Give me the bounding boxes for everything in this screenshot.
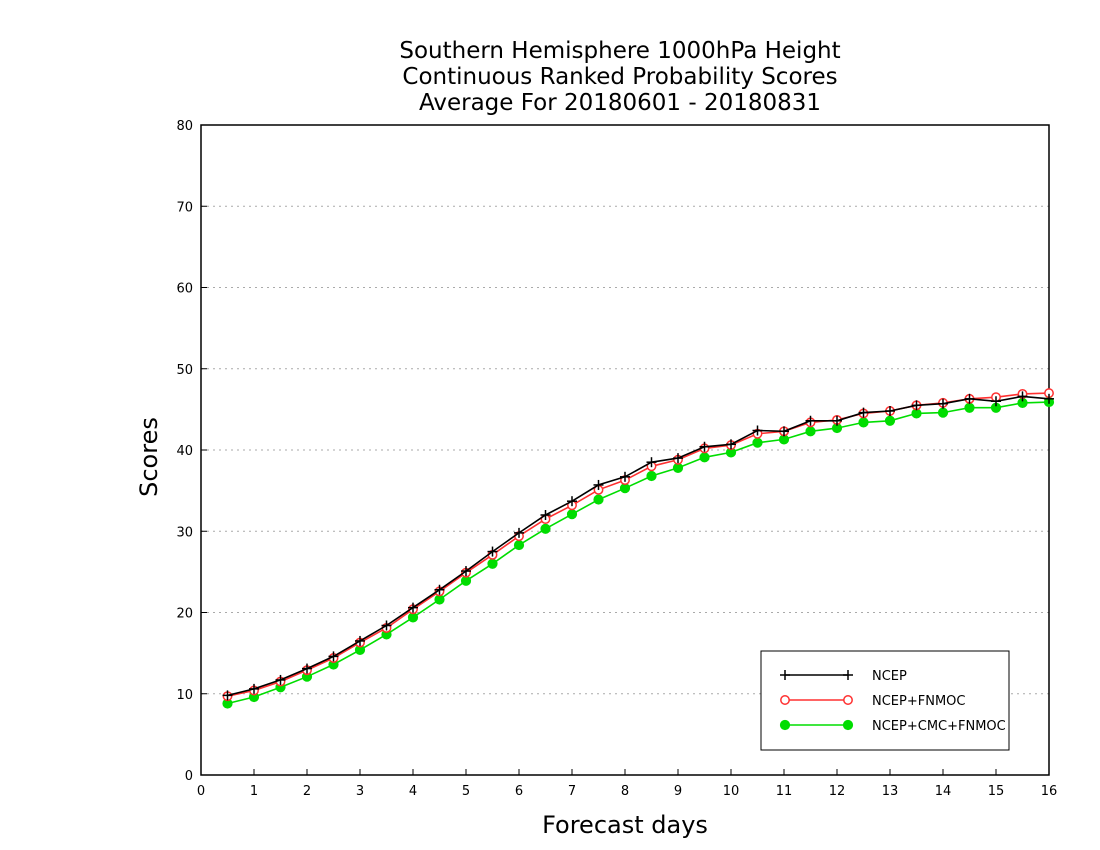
data-point [381,620,392,631]
data-point [566,509,578,520]
data-point [646,470,657,482]
data-point [620,471,630,482]
x-tick-label: 16 [1041,784,1058,799]
y-tick-label: 80 [176,119,193,134]
x-axis-label: Forecast days [542,811,708,839]
data-point [699,441,710,452]
series-line [227,395,1050,697]
data-point [275,674,286,685]
y-axis-label: Scores [135,417,163,497]
data-point [752,425,763,436]
title-line-1: Southern Hemisphere 1000hPa Height [399,38,840,64]
legend-marker [780,695,790,705]
data-point [779,426,789,437]
data-point [514,527,524,538]
data-point [355,635,365,646]
data-point [964,402,975,413]
legend-item: NCEP+CMC+FNMOC [779,719,1006,734]
legend: NCEP NCEP+FNMOC NCEP+CMC+FNMOC [760,650,1010,751]
data-point [752,437,763,448]
x-tick-label: 13 [882,784,899,799]
data-point [858,417,869,428]
data-point [673,453,683,464]
data-point [884,415,896,426]
data-point [249,683,259,694]
data-point [1044,393,1054,404]
x-tick-label: 9 [674,784,682,799]
data-point [487,546,498,557]
legend-marker [780,670,790,680]
data-point [805,426,816,437]
grid [201,205,1049,695]
y-tick-label: 0 [185,769,193,784]
data-point [646,457,657,468]
x-tick-label: 3 [356,784,364,799]
data-point [593,479,604,490]
data-point [937,407,949,418]
x-tick-label: 12 [829,784,846,799]
x-tick-label: 7 [568,784,576,799]
y-tick-label: 60 [176,282,193,297]
data-point [540,523,551,534]
y-tick-label: 70 [176,200,193,215]
x-tick-label: 1 [250,784,258,799]
data-point [885,406,895,416]
x-tick-label: 14 [935,784,952,799]
data-point [567,496,577,507]
y-tick-label: 30 [176,525,193,540]
y-tick-label: 10 [176,688,193,703]
x-tick-label: 5 [462,784,470,799]
data-point [991,396,1001,407]
data-point [938,398,948,409]
data-point [513,539,525,551]
data-point [964,393,975,404]
legend-marker [842,719,854,731]
data-point [1017,391,1028,402]
data-point [222,690,233,701]
title-line-2: Continuous Ranked Probability Scores [402,64,837,90]
x-tick-label: 6 [515,784,523,799]
title-line-3: Average For 20180601 - 20180831 [419,90,821,116]
data-point [726,439,736,450]
data-point [408,602,418,613]
x-tick-label: 10 [723,784,740,799]
data-point [832,415,842,426]
x-tick-label: 2 [303,784,311,799]
data-point [434,584,445,595]
data-point [805,415,816,426]
legend-item: NCEP [780,669,907,684]
legend-label: NCEP+CMC+FNMOC [872,719,1006,734]
y-tick-label: 40 [176,444,193,459]
data-point [593,494,604,505]
series [222,388,1055,709]
series-ncep [222,391,1054,701]
x-tick-label: 15 [988,784,1005,799]
data-point [461,566,471,577]
data-point [911,400,922,411]
data-point [540,510,551,520]
legend-marker [843,695,853,705]
data-point [328,651,339,662]
y-tick-label: 20 [176,607,193,622]
legend-label: NCEP [872,669,907,684]
x-tick-label: 11 [776,784,793,799]
legend-item: NCEP+FNMOC [780,694,965,709]
legend-marker [779,719,791,731]
data-point [487,558,498,569]
series-ncep-cmc-fnmoc [222,396,1055,709]
data-point [302,663,312,674]
x-tick-label: 0 [197,784,205,799]
legend-label: NCEP+FNMOC [872,694,965,709]
legend-marker [843,670,853,680]
y-tick-label: 50 [176,363,193,378]
data-point [858,407,869,418]
data-point [699,452,710,463]
x-tick-label: 8 [621,784,629,799]
x-tick-label: 4 [409,784,417,799]
chart-title: Southern Hemisphere 1000hPa HeightContin… [399,38,840,116]
